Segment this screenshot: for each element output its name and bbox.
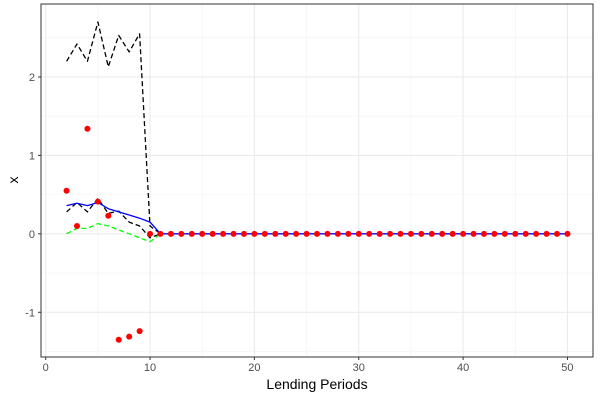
series-4-point xyxy=(314,230,320,237)
series-4-point xyxy=(428,230,435,237)
series-4-point xyxy=(74,222,80,229)
axis-ticks xyxy=(38,76,568,360)
series-4-point xyxy=(449,230,456,237)
x-tick-label: 40 xyxy=(457,362,469,374)
series-4-point xyxy=(136,328,143,335)
series-4-point xyxy=(355,230,362,237)
series-4-point xyxy=(512,230,519,237)
series-4-point xyxy=(554,230,560,237)
series-4-point xyxy=(376,230,383,237)
x-tick-label: 50 xyxy=(561,362,573,374)
series-1-line xyxy=(66,197,161,239)
series-4-point xyxy=(157,230,164,237)
series-4-point xyxy=(522,230,529,237)
series-4-point xyxy=(209,230,216,237)
series-4-point xyxy=(501,230,508,237)
series-4-point xyxy=(460,230,467,237)
series-4-point xyxy=(167,230,174,237)
tick-labels: 0 10 20 30 40 50 -1 0 1 2 xyxy=(25,72,573,374)
series-4-point xyxy=(282,230,289,237)
series-4-point xyxy=(407,230,414,237)
series-4-point xyxy=(303,230,310,237)
plot-panel xyxy=(41,4,593,357)
series-4-point xyxy=(418,230,425,237)
plot-border xyxy=(40,3,594,358)
y-axis-title: x xyxy=(5,177,21,184)
series-4-point xyxy=(387,230,394,237)
series-0-line xyxy=(66,21,161,235)
series-4-point xyxy=(543,230,550,237)
series-4-point xyxy=(178,230,185,237)
series-4-point xyxy=(94,198,101,205)
series-4-point xyxy=(230,230,237,237)
series-4-point xyxy=(126,333,133,340)
x-tick-label: 20 xyxy=(248,362,260,374)
series-4-point xyxy=(397,230,404,237)
series-4-point xyxy=(220,230,227,237)
x-tick-label: 30 xyxy=(353,362,365,374)
series-4-point xyxy=(251,230,258,237)
series-4-point xyxy=(533,230,540,237)
series-4-point xyxy=(272,230,279,237)
x-axis-title: Lending Periods xyxy=(266,376,367,392)
y-tick-label: 1 xyxy=(29,150,35,162)
x-tick-label: 10 xyxy=(144,362,156,374)
y-tick-label: 0 xyxy=(29,229,35,241)
series-4-point xyxy=(345,230,352,237)
series-4-point xyxy=(115,336,122,343)
series-4-point xyxy=(63,187,70,194)
series-4-point xyxy=(366,230,373,237)
series-4-point xyxy=(84,125,91,132)
series-4-point xyxy=(439,230,446,237)
series-4-point xyxy=(261,230,268,237)
y-tick-label: -1 xyxy=(25,307,35,319)
series-4-point xyxy=(105,212,112,219)
series-4-point xyxy=(188,230,195,237)
series-4-point xyxy=(293,230,300,237)
series-4-point xyxy=(491,230,498,237)
series-4-point xyxy=(564,230,571,237)
series-4-point xyxy=(324,230,331,237)
series-4-point xyxy=(199,230,206,237)
series-4-point xyxy=(334,230,341,237)
series-4-point xyxy=(147,230,154,237)
series-4-point xyxy=(480,230,487,237)
series-3-line xyxy=(66,222,161,243)
series-4-point xyxy=(240,230,247,237)
series-4-point xyxy=(470,230,477,237)
y-tick-label: 2 xyxy=(29,72,35,84)
x-tick-label: 0 xyxy=(43,362,49,374)
series-layer xyxy=(63,21,571,343)
